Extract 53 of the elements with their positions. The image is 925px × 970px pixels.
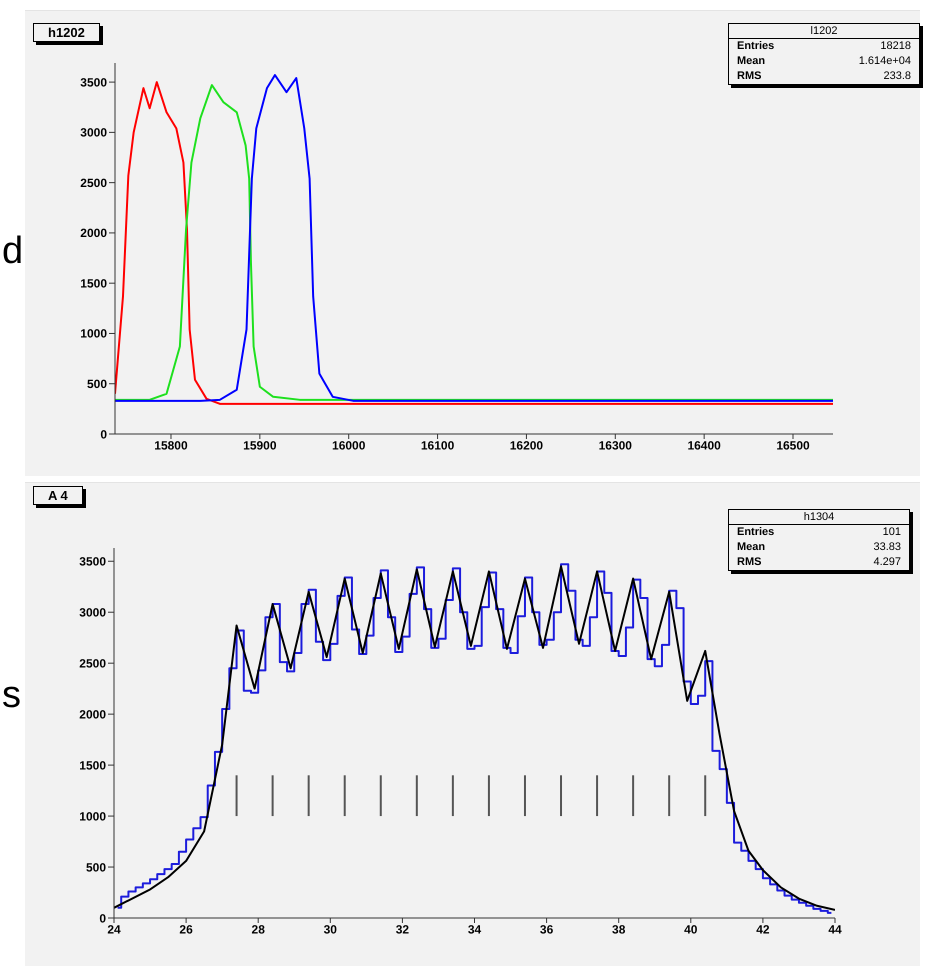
x-tick-label: 34 (468, 922, 482, 937)
x-tick-label: 24 (107, 922, 121, 937)
text: d (2, 229, 24, 274)
y-tick-label: 2000 (80, 226, 108, 240)
x-tick-label: 38 (612, 922, 626, 937)
text: Entries (737, 39, 774, 54)
x-tick-label: 32 (396, 922, 410, 937)
y-tick-label: 3000 (79, 605, 106, 620)
y-tick-label: 500 (86, 376, 108, 391)
x-tick-label: 44 (828, 922, 842, 937)
text: 233.8 (883, 69, 911, 84)
x-tick-label: 16500 (776, 438, 810, 453)
text: 1.614e+04 (858, 54, 911, 69)
x-tick-label: 36 (540, 922, 554, 937)
x-tick-label: 16400 (687, 438, 722, 453)
y-tick-label: 3500 (80, 75, 108, 90)
text: s (2, 673, 21, 718)
y-tick-label: 500 (86, 860, 106, 874)
y-tick-label: 1000 (80, 326, 108, 341)
text: 18218 (880, 39, 911, 54)
annotation: RMS (737, 555, 762, 570)
text: h1304 (729, 510, 909, 525)
text: Entries (737, 525, 774, 540)
y-tick-label: 1500 (79, 758, 106, 772)
chart-title: A 4 (33, 486, 83, 505)
x-tick-label: 26 (179, 922, 194, 937)
x-tick-label: 15900 (243, 438, 277, 453)
x-tick-label: 15800 (154, 438, 188, 453)
x-tick-label: 40 (684, 922, 698, 937)
annotation: Mean (737, 540, 766, 555)
y-tick-label: 1000 (79, 809, 106, 824)
y-tick-label: 3000 (80, 126, 108, 140)
y-tick-label: 2500 (79, 656, 106, 670)
chart-title: h1202 (33, 23, 100, 42)
text: l1202 (729, 24, 919, 39)
y-tick-label: 3500 (79, 554, 106, 569)
y-tick-label: 2500 (80, 176, 108, 190)
x-tick-label: 42 (756, 922, 770, 937)
text: 101 (882, 525, 901, 540)
y-tick-label: 0 (99, 911, 106, 926)
x-tick-label: 16000 (332, 438, 366, 453)
x-tick-label: 16100 (420, 438, 455, 453)
text: 4.297 (873, 555, 901, 570)
x-tick-label: 28 (252, 922, 266, 937)
text: 33.83 (873, 540, 901, 555)
x-tick-label: 30 (324, 922, 338, 937)
x-tick-label: 16300 (598, 438, 632, 453)
y-tick-label: 2000 (79, 707, 106, 722)
annotation: RMS (737, 69, 762, 84)
y-tick-label: 1500 (80, 276, 108, 290)
y-tick-label: 0 (100, 427, 108, 442)
x-tick-label: 16200 (510, 438, 544, 453)
annotation: Mean (737, 54, 766, 69)
